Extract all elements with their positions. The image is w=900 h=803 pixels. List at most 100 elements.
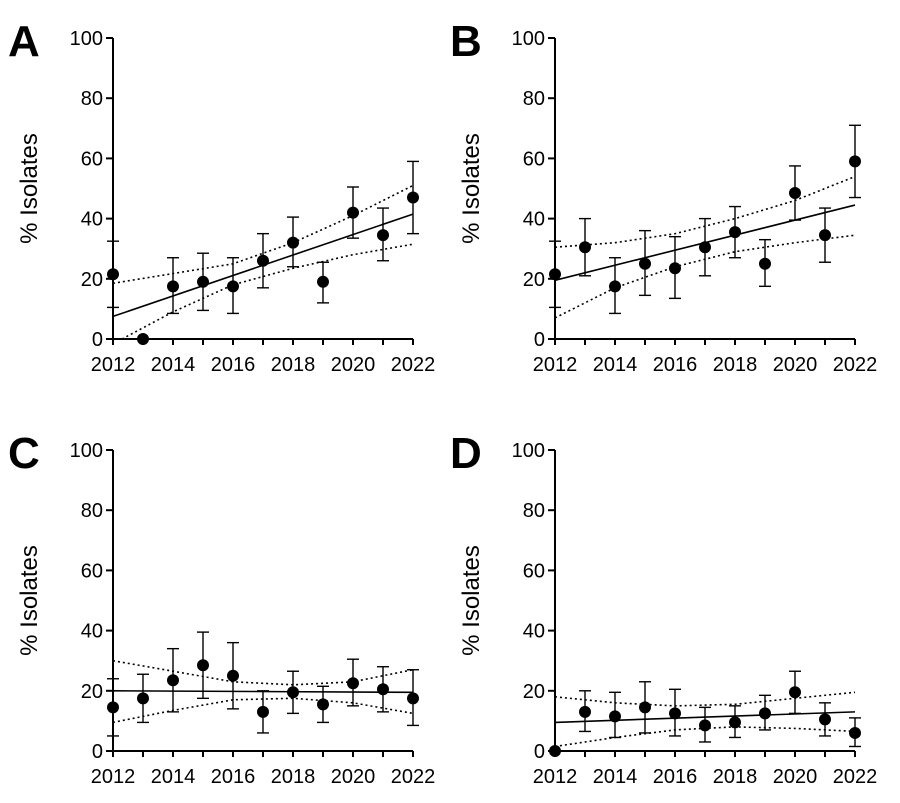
data-point: [197, 659, 209, 672]
y-tick-label: 0: [534, 741, 545, 763]
y-tick-label: 40: [523, 209, 545, 231]
data-point: [819, 229, 831, 242]
data-point: [849, 155, 861, 168]
ci-upper-line: [112, 659, 414, 686]
x-tick-label: 2016: [653, 354, 698, 376]
data-point: [699, 719, 711, 732]
panel-letter: B: [450, 17, 482, 66]
y-axis-title: % Isolates: [458, 545, 485, 656]
data-point: [107, 701, 119, 714]
x-tick-label: 2012: [533, 766, 578, 788]
data-point: [227, 280, 239, 293]
y-axis-title: % Isolates: [16, 133, 43, 244]
y-tick-label: 40: [523, 621, 545, 643]
data-point: [407, 191, 419, 204]
data-point: [287, 686, 299, 699]
x-tick-label: 2018: [713, 766, 758, 788]
y-tick-label: 80: [523, 88, 545, 110]
data-point: [107, 268, 119, 281]
data-point: [257, 705, 269, 718]
y-tick-label: 0: [534, 329, 545, 351]
chart-panel-c: C 0 20 40 60 80 100 2012 2014 2016 2018 2020 2022 % I…: [8, 429, 435, 788]
data-point: [377, 683, 389, 696]
y-tick-label: 60: [523, 148, 545, 170]
x-tick-label: 2022: [391, 766, 436, 788]
y-tick-label: 20: [523, 269, 545, 291]
y-tick-label: 0: [92, 329, 103, 351]
y-axis-title: % Isolates: [458, 133, 485, 244]
y-tick-label: 100: [70, 28, 103, 50]
data-point: [789, 187, 801, 200]
data-point: [167, 280, 179, 293]
data-point: [549, 268, 561, 281]
y-tick-label: 80: [81, 88, 103, 110]
x-tick-label: 2012: [533, 354, 578, 376]
x-tick-label: 2014: [151, 354, 196, 376]
y-tick-label: 20: [81, 269, 103, 291]
panel-letter: C: [8, 429, 40, 478]
x-tick-label: 2020: [773, 354, 818, 376]
x-tick-label: 2014: [593, 354, 638, 376]
data-point: [197, 275, 209, 288]
x-tick-label: 2020: [331, 354, 376, 376]
panel-letter: A: [8, 17, 40, 66]
x-tick-label: 2020: [773, 766, 818, 788]
y-tick-label: 20: [81, 681, 103, 703]
x-tick-label: 2014: [151, 766, 196, 788]
data-point: [579, 705, 591, 718]
data-point: [137, 692, 149, 705]
x-tick-label: 2016: [653, 766, 698, 788]
chart-panel-b: B 0 20 40 60 80 100 2012 2014 2016 2018 2020 2022 % I…: [450, 17, 877, 376]
y-tick-label: 60: [81, 148, 103, 170]
x-tick-label: 2018: [713, 354, 758, 376]
data-point: [549, 745, 561, 757]
x-tick-label: 2018: [271, 766, 316, 788]
data-point: [167, 674, 179, 687]
x-tick-label: 2016: [211, 354, 256, 376]
y-tick-label: 100: [70, 440, 103, 462]
data-point: [849, 726, 861, 739]
data-point: [729, 226, 741, 239]
ci-lower-line: [112, 697, 414, 724]
data-point: [789, 686, 801, 699]
ci-upper-line: [554, 691, 856, 707]
data-point: [137, 333, 149, 345]
data-point: [699, 241, 711, 254]
data-point: [759, 707, 771, 720]
y-tick-label: 20: [523, 681, 545, 703]
data-point: [407, 692, 419, 705]
x-tick-label: 2018: [271, 354, 316, 376]
data-point: [579, 241, 591, 254]
data-point: [347, 677, 359, 690]
x-tick-label: 2020: [331, 766, 376, 788]
y-tick-label: 100: [512, 440, 545, 462]
data-point: [819, 713, 831, 726]
data-point: [639, 257, 651, 270]
data-point: [227, 669, 239, 682]
y-tick-label: 0: [92, 741, 103, 763]
x-tick-label: 2022: [391, 354, 436, 376]
data-point: [377, 229, 389, 242]
data-point: [669, 707, 681, 720]
data-point: [759, 257, 771, 270]
y-tick-label: 80: [523, 500, 545, 522]
data-point: [669, 262, 681, 275]
data-point: [317, 698, 329, 711]
x-tick-label: 2012: [91, 354, 136, 376]
data-point: [609, 280, 621, 293]
data-point: [729, 716, 741, 729]
y-tick-label: 40: [81, 621, 103, 643]
data-point: [609, 710, 621, 723]
x-tick-label: 2014: [593, 766, 638, 788]
y-axis-title: % Isolates: [16, 545, 43, 656]
y-tick-label: 40: [81, 209, 103, 231]
chart-panel-d: D 0 20 40 60 80 100 2012 2014 2016 2018 2020 2022 % I…: [450, 429, 877, 788]
data-point: [317, 275, 329, 288]
y-tick-label: 80: [81, 500, 103, 522]
chart-panel-a: A 0 20 40 60 80 100 2012 2014 2016 2018 2020 2022 % I…: [8, 17, 435, 376]
y-tick-label: 60: [523, 560, 545, 582]
data-point: [257, 254, 269, 267]
panel-letter: D: [450, 429, 482, 478]
data-point: [639, 701, 651, 714]
